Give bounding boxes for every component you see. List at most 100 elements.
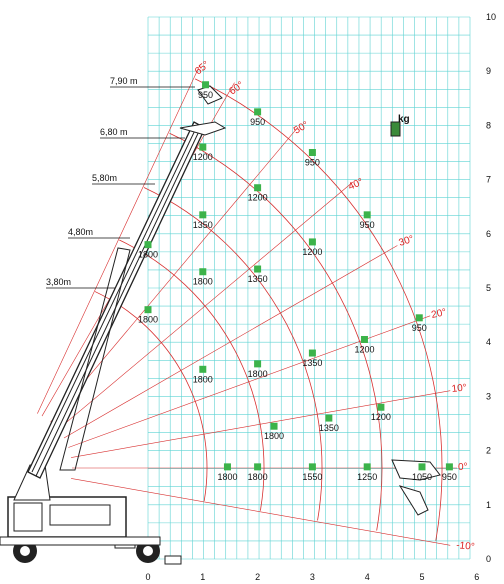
load-value: 1800 [138, 315, 158, 325]
load-point [199, 365, 207, 373]
radius-label: 6,80 m [100, 127, 128, 137]
grid [147, 16, 471, 560]
load-value: 950 [360, 220, 375, 230]
y-tick-label: 1 [486, 500, 491, 510]
load-point [445, 463, 453, 471]
y-tick-label: 4 [486, 337, 491, 347]
load-value: 1800 [138, 250, 158, 260]
y-tick-label: 6 [486, 229, 491, 239]
angle-label: 20° [430, 307, 447, 321]
load-point [415, 314, 423, 322]
y-tick-label: 7 [486, 175, 491, 185]
angle-label: -10° [456, 540, 476, 553]
load-point [308, 349, 316, 357]
weight-icon [390, 121, 401, 137]
load-point [199, 211, 207, 219]
load-value: 1200 [354, 344, 374, 354]
radius-leaders: 7,90 m 6,80 m 5,80m 4,80m 3,80m [46, 76, 195, 289]
radius-label: 4,80m [68, 227, 93, 237]
load-value: 950 [442, 472, 457, 482]
load-value: 1550 [302, 472, 322, 482]
load-point [254, 108, 262, 116]
load-value: 1800 [193, 277, 213, 287]
y-tick-label: 2 [486, 446, 491, 456]
load-point [202, 81, 210, 89]
range-arc [143, 187, 323, 521]
y-tick-label: 3 [486, 391, 491, 401]
load-value: 950 [305, 158, 320, 168]
load-point [144, 241, 152, 249]
load-point [308, 238, 316, 246]
x-tick-label: 1 [200, 572, 205, 582]
x-tick-label: 6 [474, 572, 479, 582]
y-tick-label: 10 [486, 12, 496, 22]
load-point [199, 268, 207, 276]
load-points: 950 950 950 950 950 950 1200 1200 1200 1200 1200 13… [138, 81, 457, 482]
y-tick-label: 8 [486, 120, 491, 130]
x-tick-label: 0 [145, 572, 150, 582]
radius-label: 7,90 m [110, 76, 138, 86]
load-value: 1200 [248, 193, 268, 203]
angle-label: 40° [347, 177, 365, 193]
load-value: 1250 [357, 472, 377, 482]
load-value: 1800 [193, 374, 213, 384]
load-point [308, 463, 316, 471]
load-point [418, 463, 426, 471]
angle-label: 50° [292, 120, 311, 137]
load-point [308, 149, 316, 156]
load-value: 1350 [302, 358, 322, 368]
load-value: 1350 [319, 423, 339, 433]
load-value: 1200 [371, 412, 391, 422]
crane-illustration [0, 85, 441, 565]
load-value: 1800 [248, 369, 268, 379]
angle-ray [71, 478, 451, 546]
angle-ray [37, 64, 201, 414]
angle-label: 0° [458, 462, 468, 473]
x-tick-label: 5 [419, 572, 424, 582]
angle-ray [50, 126, 299, 423]
load-value: 1800 [217, 472, 237, 482]
load-point [199, 143, 207, 151]
load-value: 1800 [264, 431, 284, 441]
load-point [377, 403, 385, 411]
load-value: 950 [198, 90, 213, 100]
load-point [254, 463, 262, 471]
load-value: 1200 [193, 152, 213, 162]
load-point [325, 414, 333, 422]
load-point [144, 306, 152, 314]
load-point [363, 211, 371, 219]
load-value: 950 [412, 323, 427, 333]
unit-label: kg [398, 114, 410, 125]
radius-label: 3,80m [46, 277, 71, 287]
angle-label: 60° [227, 80, 246, 98]
load-value: 1350 [248, 274, 268, 284]
angle-label: 65° [193, 59, 212, 77]
x-tick-label: 3 [310, 572, 315, 582]
y-tick-label: 5 [486, 283, 491, 293]
y-tick-label: 0 [486, 554, 491, 564]
angle-label: 10° [451, 382, 467, 395]
load-point [270, 422, 278, 430]
angle-ray [57, 181, 354, 430]
load-value: 950 [250, 117, 265, 127]
y-tick-label: 9 [486, 66, 491, 76]
load-point [360, 335, 368, 343]
load-value: 1200 [302, 247, 322, 257]
x-tick-label: 2 [255, 572, 260, 582]
range-arc [119, 239, 265, 511]
range-arcs: 65° 60° 50° 40° 30° 20° 10° 0° -10° [37, 59, 475, 553]
range-arc [169, 132, 383, 531]
angle-ray [71, 390, 451, 458]
x-tick-label: 4 [365, 572, 370, 582]
load-point [363, 463, 371, 471]
load-point [254, 265, 262, 273]
range-arc [94, 291, 208, 502]
angle-ray [63, 245, 398, 439]
angle-label: 30° [398, 234, 416, 249]
angle-ray [68, 315, 431, 448]
load-value: 1350 [193, 220, 213, 230]
load-value: 1800 [248, 472, 268, 482]
load-point [223, 463, 231, 471]
